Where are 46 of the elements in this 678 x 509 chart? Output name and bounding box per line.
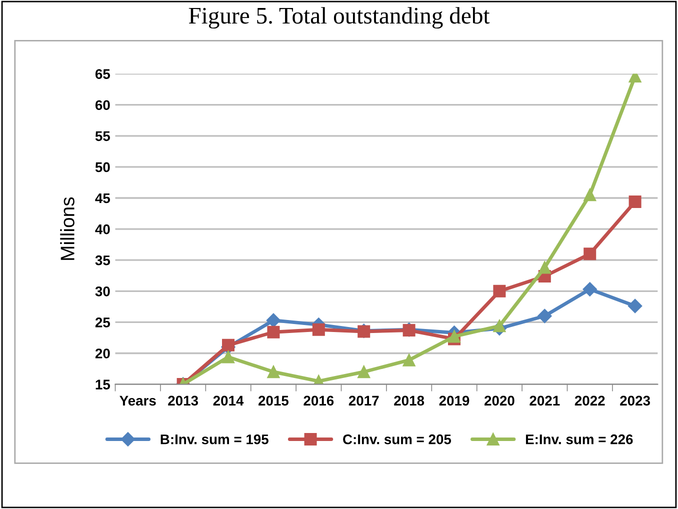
point (538, 308, 552, 324)
y-tick-label: 45 (95, 193, 110, 204)
x-tick-label: Years (120, 396, 156, 406)
x-tick-label: 2013 (168, 396, 198, 406)
y-tick-label: 55 (95, 131, 110, 142)
y-tick-label: 50 (95, 162, 110, 172)
y-tick-label: 15 (96, 380, 110, 390)
x-tick-label: 2023 (620, 396, 650, 406)
point (538, 261, 551, 274)
point (358, 366, 370, 378)
x-tick-label: 2021 (530, 396, 560, 406)
point (628, 195, 642, 208)
point (222, 338, 235, 352)
y-tick-label: 40 (95, 224, 110, 234)
point (448, 330, 461, 343)
x-tick-label: 2020 (484, 396, 514, 406)
point (493, 320, 506, 332)
x-tick-label: 2022 (574, 396, 605, 406)
y-tick-label: 30 (95, 286, 110, 296)
point (628, 298, 642, 314)
legend-label: E:Inv. sum = 226 (526, 434, 633, 444)
y-tick-label: 60 (95, 100, 110, 110)
x-tick-label: 2017 (348, 396, 379, 406)
point (584, 188, 596, 202)
point (266, 313, 281, 328)
y-tick-label: 25 (95, 318, 110, 328)
x-tick-label: 2018 (394, 396, 424, 406)
point (402, 354, 416, 366)
chart-title: Figure 5. Total outstanding debt (188, 7, 490, 29)
y-tick-label: 35 (95, 255, 110, 266)
legend-label: B:Inv. sum = 195 (160, 434, 268, 444)
x-tick-label: 2015 (258, 396, 289, 406)
y-axis-title: Millions (60, 197, 74, 260)
point (312, 323, 325, 336)
point (582, 282, 597, 296)
point (267, 326, 280, 338)
point (584, 248, 596, 260)
x-tick-label: 2016 (304, 396, 334, 406)
x-tick-label: 2014 (213, 396, 244, 406)
y-tick-label: 65 (95, 69, 110, 79)
point (493, 284, 506, 298)
x-tick-label: 2019 (439, 396, 470, 406)
point (267, 366, 280, 378)
point (222, 350, 235, 364)
legend-label: C:Inv. sum = 205 (343, 434, 452, 444)
y-tick-label: 20 (95, 348, 110, 358)
